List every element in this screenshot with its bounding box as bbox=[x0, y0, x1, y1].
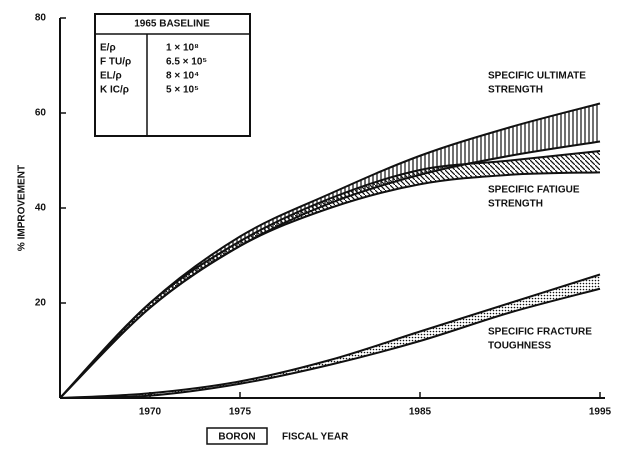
table-key: F TU/ρ bbox=[100, 57, 131, 68]
baseline-table: 1965 BASELINE E/ρ 1 × 10⁸ F TU/ρ 6.5 × 10⁵ E… bbox=[94, 13, 251, 137]
series-label: STRENGTH bbox=[488, 85, 543, 96]
band-edge bbox=[59, 150, 601, 399]
table-key: K IC/ρ bbox=[100, 85, 129, 96]
series-label: SPECIFIC ULTIMATE bbox=[488, 71, 586, 82]
table-key: EL/ρ bbox=[100, 71, 122, 82]
table-value: 5 × 10⁵ bbox=[166, 85, 199, 96]
series-label: SPECIFIC FATIGUE bbox=[488, 185, 580, 196]
y-tick-label: 60 bbox=[35, 108, 47, 119]
y-tick-label: 20 bbox=[35, 298, 47, 309]
band-fill bbox=[60, 103, 600, 398]
band-edge bbox=[59, 171, 601, 399]
series-label: STRENGTH bbox=[488, 199, 543, 210]
x-tick-label: 1975 bbox=[229, 407, 252, 418]
x-tick-label: 1995 bbox=[589, 407, 612, 418]
table-value: 1 × 10⁸ bbox=[166, 43, 199, 54]
y-axis-label: % IMPROVEMENT bbox=[17, 165, 28, 251]
table-value: 8 × 10⁴ bbox=[166, 71, 199, 82]
band-fill bbox=[60, 151, 600, 398]
y-tick-label: 40 bbox=[35, 203, 47, 214]
material-label: BORON bbox=[218, 432, 255, 443]
material-box bbox=[206, 427, 268, 445]
band-edge bbox=[59, 287, 601, 399]
x-tick-label: 1970 bbox=[139, 407, 162, 418]
x-tick-label: 1985 bbox=[409, 407, 432, 418]
series-label: SPECIFIC FRACTURE bbox=[488, 327, 592, 338]
table-key: E/ρ bbox=[100, 43, 116, 54]
table-title: 1965 BASELINE bbox=[134, 19, 210, 30]
y-tick-label: 80 bbox=[35, 13, 47, 24]
band-edge bbox=[59, 273, 601, 399]
series-label: TOUGHNESS bbox=[488, 341, 551, 352]
table-value: 6.5 × 10⁵ bbox=[166, 57, 207, 68]
x-axis-label: FISCAL YEAR bbox=[282, 432, 349, 443]
